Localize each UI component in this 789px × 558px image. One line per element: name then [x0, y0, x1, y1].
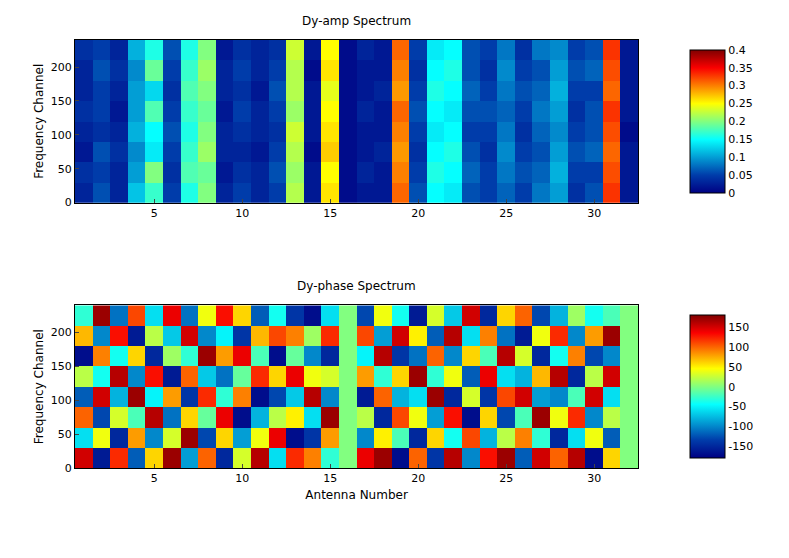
svg-text:-150: -150: [728, 440, 753, 453]
svg-text:0.35: 0.35: [728, 62, 753, 75]
svg-text:15: 15: [323, 207, 337, 220]
svg-text:Dy-amp Spectrum: Dy-amp Spectrum: [302, 14, 411, 28]
svg-text:50: 50: [58, 428, 72, 441]
svg-text:Antenna Number: Antenna Number: [305, 488, 408, 502]
svg-text:10: 10: [235, 472, 249, 485]
svg-text:150: 150: [51, 360, 72, 373]
svg-text:100: 100: [51, 394, 72, 407]
svg-text:50: 50: [728, 361, 742, 374]
svg-text:10: 10: [235, 207, 249, 220]
svg-text:30: 30: [587, 472, 601, 485]
svg-text:200: 200: [51, 61, 72, 74]
svg-text:150: 150: [51, 95, 72, 108]
svg-text:-50: -50: [728, 400, 746, 413]
svg-text:0: 0: [728, 381, 735, 394]
svg-text:0.3: 0.3: [728, 79, 746, 92]
svg-text:Frequency Channel: Frequency Channel: [32, 329, 46, 444]
svg-text:20: 20: [411, 207, 425, 220]
svg-text:100: 100: [728, 341, 749, 354]
svg-text:100: 100: [51, 129, 72, 142]
svg-text:25: 25: [499, 472, 513, 485]
svg-text:0: 0: [65, 196, 72, 209]
svg-text:25: 25: [499, 207, 513, 220]
svg-text:0: 0: [65, 462, 72, 475]
svg-text:30: 30: [587, 207, 601, 220]
svg-text:0.1: 0.1: [728, 151, 746, 164]
svg-text:0.2: 0.2: [728, 115, 746, 128]
svg-text:50: 50: [58, 163, 72, 176]
svg-text:0.25: 0.25: [728, 97, 753, 110]
svg-text:Frequency Channel: Frequency Channel: [32, 64, 46, 179]
svg-text:15: 15: [323, 472, 337, 485]
svg-text:5: 5: [151, 472, 158, 485]
svg-text:20: 20: [411, 472, 425, 485]
svg-text:150: 150: [728, 321, 749, 334]
svg-text:Dy-phase Spectrum: Dy-phase Spectrum: [297, 279, 416, 293]
svg-text:0.4: 0.4: [728, 44, 746, 57]
svg-text:0: 0: [728, 187, 735, 200]
svg-text:-100: -100: [728, 420, 753, 433]
svg-text:0.05: 0.05: [728, 169, 753, 182]
svg-text:200: 200: [51, 326, 72, 339]
svg-text:0.15: 0.15: [728, 133, 753, 146]
svg-text:5: 5: [151, 207, 158, 220]
